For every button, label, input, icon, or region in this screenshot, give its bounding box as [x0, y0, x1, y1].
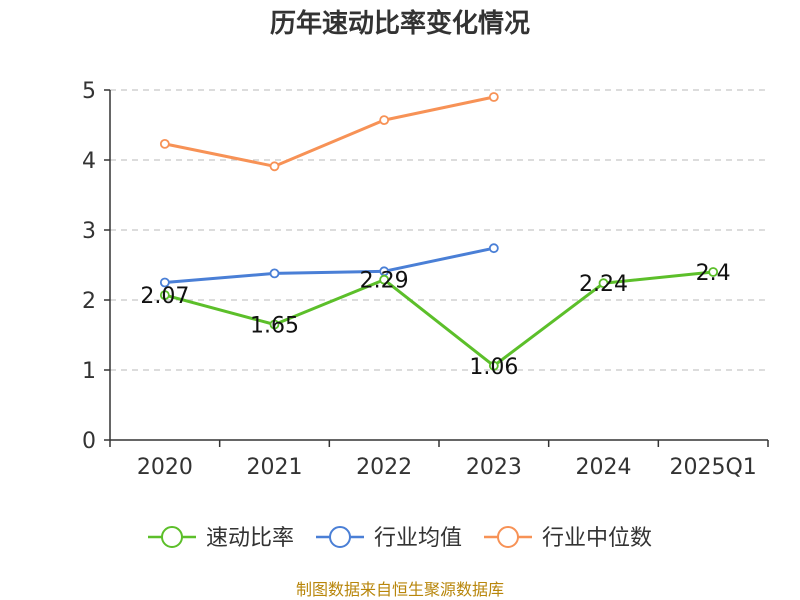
- data-point-s1-2020: [159, 277, 170, 288]
- legend-label-1: 行业均值: [374, 526, 462, 551]
- data-point-s0-2024: [598, 278, 609, 289]
- series-layer: [159, 92, 719, 371]
- legend-marker-2: [497, 526, 519, 548]
- data-point-s1-2023: [488, 243, 499, 254]
- y-tick-label-0: 0: [82, 429, 96, 454]
- data-point-s0-2022: [379, 274, 390, 285]
- x-tick-label-2024: 2024: [576, 455, 632, 480]
- legend-label-2: 行业中位数: [542, 526, 652, 551]
- y-tick-label-5: 5: [82, 79, 96, 104]
- series-line-1: [164, 246, 495, 284]
- series-line-2: [164, 95, 495, 168]
- x-tick-label-2021: 2021: [247, 455, 303, 480]
- data-label-2020: 2.07: [140, 284, 189, 309]
- legend-label-0: 速动比率: [206, 526, 294, 551]
- source-note: 制图数据来自恒生聚源数据库: [296, 580, 504, 599]
- series-line-0: [164, 270, 714, 368]
- data-labels: 2.07 1.65 2.29 1.06 2.24 2.4: [140, 261, 730, 380]
- data-label-2023: 1.06: [469, 355, 518, 380]
- data-label-2022: 2.29: [360, 269, 409, 294]
- x-tick-label-2020: 2020: [137, 455, 193, 480]
- legend-marker-0: [161, 526, 183, 548]
- data-point-s2-2023: [488, 92, 499, 102]
- data-point-s1-2021: [269, 268, 280, 279]
- data-label-2025Q1: 2.4: [696, 261, 731, 286]
- x-tick-label-2025Q1: 2025Q1: [670, 455, 757, 480]
- data-point-s2-2020: [159, 138, 170, 149]
- data-point-s0-2025Q1: [708, 267, 719, 277]
- data-point-s2-2021: [269, 161, 280, 172]
- data-label-2021: 1.65: [250, 314, 299, 339]
- y-tick-label-4: 4: [82, 149, 96, 174]
- legend-marker-1: [329, 526, 351, 548]
- grid-lines: [110, 89, 768, 371]
- legend: 速动比率 行业均值 行业中位数: [148, 526, 652, 551]
- y-tick-label-1: 1: [82, 359, 96, 384]
- chart-title: 历年速动比率变化情况: [270, 8, 530, 39]
- data-point-s0-2020: [159, 290, 170, 301]
- data-label-2024: 2.24: [579, 272, 628, 297]
- y-tick-label-3: 3: [82, 219, 96, 244]
- data-point-s0-2023: [488, 360, 499, 371]
- x-tick-label-2023: 2023: [466, 455, 522, 480]
- data-point-s2-2022: [379, 115, 390, 125]
- x-tick-label-2022: 2022: [356, 455, 412, 480]
- y-tick-label-2: 2: [82, 289, 96, 314]
- axes: 0 1 2 3 4 5 2020 2021 2022 2023 2024 2025Q1: [82, 79, 769, 480]
- data-point-s0-2021: [269, 319, 280, 330]
